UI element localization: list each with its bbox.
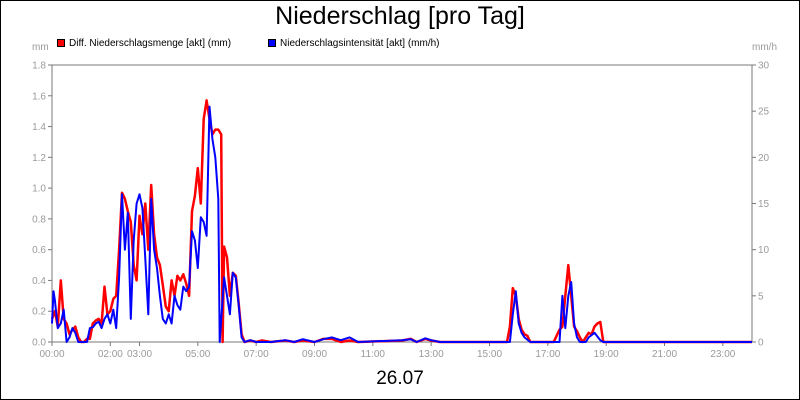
right-axis-unit: mm/h xyxy=(752,42,777,53)
x-tick-label: 13:00 xyxy=(419,349,444,360)
series-line-niederschlagsintensitaet xyxy=(51,105,752,343)
x-tick-label: 15:00 xyxy=(477,349,502,360)
x-tick-label: 21:00 xyxy=(652,349,677,360)
x-tick-label: 09:00 xyxy=(302,349,327,360)
series-line-niederschlagsmenge xyxy=(50,99,752,344)
x-tick-label: 17:00 xyxy=(535,349,560,360)
right-tick-label: 5 xyxy=(758,291,764,302)
plot-area xyxy=(51,64,753,343)
left-tick-label: 1.0 xyxy=(32,184,46,195)
left-tick-label: 0.6 xyxy=(32,245,46,256)
x-tick-label: 07:00 xyxy=(244,349,269,360)
legend-item-intensitaet: Niederschlagsintensität [akt] (mm/h) xyxy=(268,38,440,49)
right-tick-label: 0 xyxy=(758,338,764,349)
right-tick-label: 20 xyxy=(758,153,770,164)
left-axis-unit: mm xyxy=(32,42,49,53)
legend-swatch-blue xyxy=(268,39,276,47)
legend-label-intensitaet: Niederschlagsintensität [akt] (mm/h) xyxy=(280,38,440,49)
x-tick-label: 03:00 xyxy=(127,349,152,360)
date-label: 26.07 xyxy=(376,368,424,389)
chart-title: Niederschlag [pro Tag] xyxy=(275,2,525,30)
right-tick-label: 30 xyxy=(758,61,770,72)
x-tick-label: 19:00 xyxy=(594,349,619,360)
x-tick-label: 11:00 xyxy=(361,349,386,360)
left-tick-label: 0.4 xyxy=(32,276,46,287)
left-tick-label: 1.8 xyxy=(32,61,46,72)
left-tick-label: 1.4 xyxy=(32,122,46,133)
left-tick-label: 0.0 xyxy=(32,338,46,349)
x-tick-label: 00:00 xyxy=(39,349,64,360)
left-tick-label: 1.6 xyxy=(32,91,46,102)
legend-item-menge: Diff. Niederschlagsmenge [akt] (mm) xyxy=(57,38,231,49)
left-tick-label: 0.2 xyxy=(32,307,46,318)
x-tick-label: 05:00 xyxy=(185,349,210,360)
legend-label-menge: Diff. Niederschlagsmenge [akt] (mm) xyxy=(69,38,232,49)
legend-swatch-red xyxy=(57,39,65,47)
x-tick-label: 02:00 xyxy=(98,349,123,360)
left-tick-label: 1.2 xyxy=(32,153,46,164)
x-tick-label: 23:00 xyxy=(710,349,735,360)
right-tick-label: 25 xyxy=(758,107,770,118)
right-tick-label: 10 xyxy=(758,245,770,256)
left-tick-label: 0.8 xyxy=(32,214,46,225)
right-tick-label: 15 xyxy=(758,199,770,210)
